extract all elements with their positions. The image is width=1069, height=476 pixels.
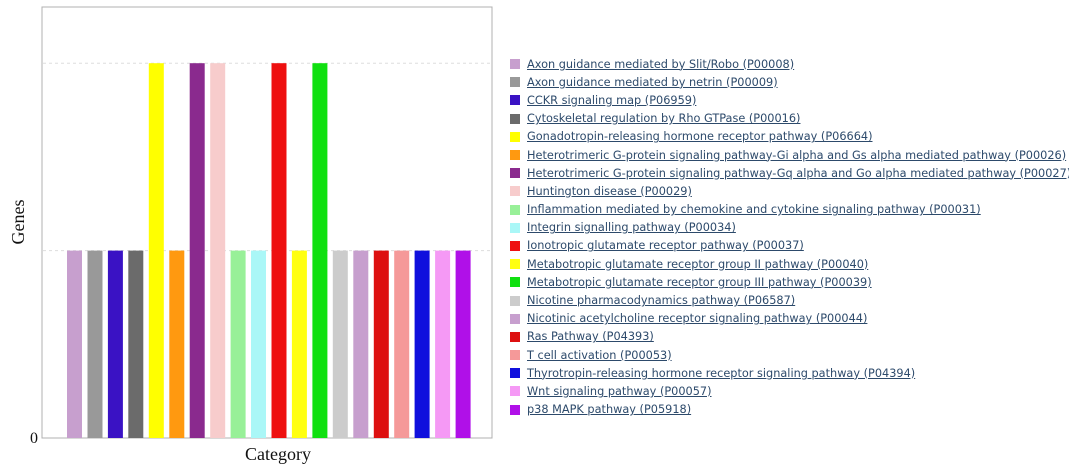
legend-swatch [510, 113, 520, 124]
legend-item[interactable]: p38 MAPK pathway (P05918) [510, 401, 1065, 419]
legend-swatch [510, 295, 520, 306]
legend-label[interactable]: Integrin signalling pathway (P00034) [527, 221, 736, 235]
bars: Axon guidance mediated by Slit/Robo (P00… [67, 63, 471, 438]
bar-10[interactable]: Integrin signalling pathway (P00034) [251, 250, 266, 438]
legend-swatch [510, 277, 520, 288]
bar-2[interactable]: Axon guidance mediated by netrin (P00009… [87, 250, 103, 438]
bar-18[interactable]: Thyrotropin-releasing hormone receptor s… [414, 250, 430, 438]
legend-label[interactable]: Metabotropic glutamate receptor group II… [527, 257, 869, 271]
legend-swatch [510, 350, 520, 361]
legend-item[interactable]: Nicotine pharmacodynamics pathway (P0658… [510, 291, 1065, 309]
legend-item[interactable]: Axon guidance mediated by netrin (P00009… [510, 73, 1065, 91]
bar-3[interactable]: CCKR signaling map (P06959) [107, 250, 123, 438]
legend: Axon guidance mediated by Slit/Robo (P00… [510, 55, 1069, 419]
legend-label[interactable]: T cell activation (P00053) [527, 348, 672, 362]
bar-15[interactable]: Nicotinic acetylcholine receptor signali… [353, 250, 369, 438]
bar-19[interactable]: Wnt signaling pathway (P00057) [435, 250, 451, 438]
legend-item[interactable]: Ionotropic glutamate receptor pathway (P… [510, 237, 1065, 255]
legend-item[interactable]: T cell activation (P00053) [510, 346, 1065, 364]
legend-label[interactable]: Heterotrimeric G-protein signaling pathw… [527, 148, 1067, 162]
bar-7[interactable]: Heterotrimeric G-protein signaling pathw… [189, 63, 205, 438]
legend-item[interactable]: Axon guidance mediated by Slit/Robo (P00… [510, 55, 1065, 73]
legend-swatch [510, 331, 520, 342]
legend-item[interactable]: Gonadotropin-releasing hormone receptor … [510, 128, 1065, 146]
legend-swatch [510, 95, 520, 106]
legend-swatch [510, 150, 520, 161]
legend-label[interactable]: Huntington disease (P00029) [527, 184, 692, 198]
bar-11[interactable]: Ionotropic glutamate receptor pathway (P… [271, 63, 287, 438]
bar-5[interactable]: Gonadotropin-releasing hormone receptor … [148, 63, 164, 438]
y-tick-label-0: 0 [30, 430, 38, 447]
legend-swatch [510, 313, 520, 324]
x-axis-label: Category [245, 444, 311, 464]
legend-swatch [510, 168, 520, 179]
legend-label[interactable]: Metabotropic glutamate receptor group II… [527, 275, 872, 289]
legend-swatch [510, 222, 520, 233]
bar-20[interactable]: p38 MAPK pathway (P05918) [455, 250, 471, 438]
legend-item[interactable]: Ras Pathway (P04393) [510, 328, 1065, 346]
bar-16[interactable]: Ras Pathway (P04393) [373, 250, 389, 438]
bar-9[interactable]: Inflammation mediated by chemokine and c… [230, 250, 246, 438]
legend-item[interactable]: Metabotropic glutamate receptor group II… [510, 273, 1065, 291]
legend-label[interactable]: Thyrotropin-releasing hormone receptor s… [527, 366, 916, 380]
legend-item[interactable]: Integrin signalling pathway (P00034) [510, 219, 1065, 237]
legend-swatch [510, 59, 520, 70]
legend-item[interactable]: Inflammation mediated by chemokine and c… [510, 201, 1065, 219]
legend-swatch [510, 77, 520, 88]
legend-label[interactable]: Ionotropic glutamate receptor pathway (P… [527, 239, 804, 253]
legend-label[interactable]: Axon guidance mediated by Slit/Robo (P00… [527, 57, 795, 71]
bar-14[interactable]: Nicotine pharmacodynamics pathway (P0658… [332, 250, 348, 438]
legend-label[interactable]: Heterotrimeric G-protein signaling pathw… [527, 166, 1069, 180]
bar-1[interactable]: Axon guidance mediated by Slit/Robo (P00… [67, 250, 82, 438]
legend-item[interactable]: Heterotrimeric G-protein signaling pathw… [510, 146, 1067, 164]
bar-13[interactable]: Metabotropic glutamate receptor group II… [312, 63, 328, 438]
legend-label[interactable]: Nicotinic acetylcholine receptor signali… [527, 312, 868, 326]
legend-item[interactable]: Nicotinic acetylcholine receptor signali… [510, 310, 1065, 328]
legend-swatch [510, 131, 520, 142]
legend-item[interactable]: Heterotrimeric G-protein signaling pathw… [510, 164, 1069, 182]
legend-item[interactable]: Huntington disease (P00029) [510, 182, 1065, 200]
plot-area: Axon guidance mediated by Slit/Robo (P00… [41, 6, 493, 439]
legend-item[interactable]: Thyrotropin-releasing hormone receptor s… [510, 364, 1065, 382]
legend-label[interactable]: Gonadotropin-releasing hormone receptor … [527, 130, 873, 144]
legend-label[interactable]: CCKR signaling map (P06959) [527, 93, 697, 107]
bar-8[interactable]: Huntington disease (P00029) [210, 63, 226, 438]
bar-12[interactable]: Metabotropic glutamate receptor group II… [291, 250, 307, 438]
legend-item[interactable]: Cytoskeletal regulation by Rho GTPase (P… [510, 110, 1065, 128]
legend-swatch [510, 368, 520, 379]
legend-label[interactable]: Nicotine pharmacodynamics pathway (P0658… [527, 294, 796, 308]
legend-swatch [510, 186, 520, 197]
y-axis-label: Genes [8, 200, 28, 245]
legend-swatch [510, 240, 520, 251]
bar-6[interactable]: Heterotrimeric G-protein signaling pathw… [169, 250, 185, 438]
bar-17[interactable]: T cell activation (P00053) [394, 250, 410, 438]
legend-label[interactable]: Wnt signaling pathway (P00057) [527, 384, 712, 398]
legend-label[interactable]: Inflammation mediated by chemokine and c… [527, 203, 981, 217]
legend-swatch [510, 404, 520, 415]
bar-4[interactable]: Cytoskeletal regulation by Rho GTPase (P… [128, 250, 144, 438]
legend-swatch [510, 204, 520, 215]
legend-label[interactable]: Ras Pathway (P04393) [527, 330, 654, 344]
legend-label[interactable]: p38 MAPK pathway (P05918) [527, 403, 692, 417]
legend-item[interactable]: CCKR signaling map (P06959) [510, 91, 1065, 109]
legend-label[interactable]: Axon guidance mediated by netrin (P00009… [527, 75, 778, 89]
legend-item[interactable]: Metabotropic glutamate receptor group II… [510, 255, 1065, 273]
legend-label[interactable]: Cytoskeletal regulation by Rho GTPase (P… [527, 112, 801, 126]
legend-item[interactable]: Wnt signaling pathway (P00057) [510, 382, 1065, 400]
legend-swatch [510, 259, 520, 270]
legend-swatch [510, 386, 520, 397]
